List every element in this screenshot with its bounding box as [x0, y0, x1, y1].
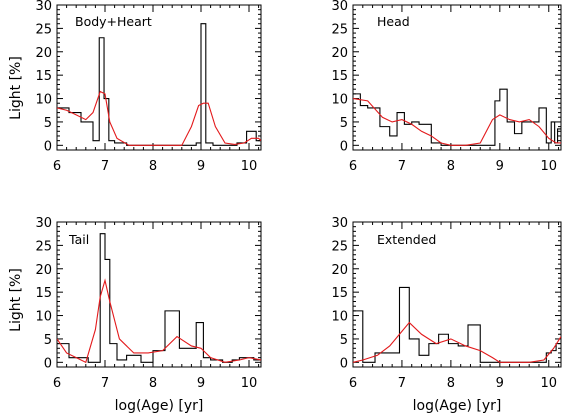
x-tick-label: 9 [496, 159, 504, 174]
y-tick-label: 0 [44, 356, 52, 371]
model-line-series [57, 278, 261, 364]
y-tick-label: 0 [44, 139, 52, 154]
y-tick-label: 10 [331, 310, 348, 325]
y-tick-label: 5 [44, 116, 52, 131]
plot-frame [56, 221, 262, 368]
histogram-series [57, 233, 261, 363]
y-tick-label: 30 [331, 216, 348, 231]
y-tick-label: 10 [331, 93, 348, 108]
y-axis-label: Light [%] [8, 56, 24, 120]
y-tick-label: 15 [35, 286, 52, 301]
y-tick-label: 20 [331, 263, 348, 278]
plot-frame [56, 4, 262, 151]
y-tick-label: 15 [331, 69, 348, 84]
y-tick-label: 15 [331, 286, 348, 301]
plot-frame [352, 221, 562, 368]
panel-body-heart: Body+Heart Light [%] 0 5 10 15 20 25 30 6 7 8 9 10 [8, 0, 262, 174]
x-tick-label: 9 [197, 159, 205, 174]
y-tick-label: 5 [340, 333, 348, 348]
panel-tail: Tail Light [%] log(Age) [yr] 0 5 10 15 20 25 3… [8, 216, 262, 414]
y-tick-label: 25 [35, 239, 52, 254]
y-tick-label: 25 [331, 239, 348, 254]
panel-title: Body+Heart [75, 14, 152, 29]
x-tick-label: 6 [53, 159, 61, 174]
histogram-series [57, 23, 261, 146]
x-tick-label: 10 [540, 376, 557, 391]
y-axis-label: Light [%] [8, 268, 24, 332]
y-tick-label: 25 [35, 22, 52, 37]
x-axis-label: log(Age) [yr] [115, 398, 204, 414]
y-tick-label: 15 [35, 69, 52, 84]
x-tick-label: 7 [398, 159, 406, 174]
y-tick-label: 20 [35, 263, 52, 278]
x-tick-label: 7 [101, 159, 109, 174]
model-line-series [57, 90, 261, 146]
panel-title: Head [377, 14, 410, 29]
y-tick-label: 30 [35, 216, 52, 231]
panel-head: Head 0 5 10 15 20 25 30 6 7 8 9 10 [331, 0, 562, 174]
y-tick-label: 5 [340, 116, 348, 131]
x-tick-label: 10 [241, 376, 258, 391]
x-tick-label: 9 [496, 376, 504, 391]
x-tick-label: 8 [447, 159, 455, 174]
model-line-series [353, 321, 561, 363]
y-tick-label: 5 [44, 333, 52, 348]
panel-title: Tail [68, 232, 89, 247]
x-tick-label: 7 [398, 376, 406, 391]
x-tick-label: 9 [197, 376, 205, 391]
y-tick-label: 30 [331, 0, 348, 14]
x-tick-label: 8 [447, 376, 455, 391]
x-tick-label: 6 [53, 376, 61, 391]
panel-extended: Extended log(Age) [yr] 0 5 10 15 20 25 30 6 7 8 9 1… [331, 216, 562, 414]
plot-frame [352, 4, 562, 151]
x-tick-label: 7 [101, 376, 109, 391]
x-tick-label: 6 [349, 159, 357, 174]
y-tick-label: 30 [35, 0, 52, 14]
y-tick-label: 20 [331, 46, 348, 61]
x-axis-label: log(Age) [yr] [413, 398, 502, 414]
y-tick-label: 10 [35, 310, 52, 325]
x-tick-label: 6 [349, 376, 357, 391]
x-tick-label: 8 [149, 159, 157, 174]
x-tick-label: 8 [149, 376, 157, 391]
y-tick-label: 0 [340, 139, 348, 154]
y-tick-label: 20 [35, 46, 52, 61]
y-tick-label: 10 [35, 93, 52, 108]
y-tick-label: 25 [331, 22, 348, 37]
panel-title: Extended [377, 232, 436, 247]
histogram-series [353, 286, 561, 363]
model-line-series [353, 98, 561, 146]
x-tick-label: 10 [241, 159, 258, 174]
histogram-series [353, 88, 561, 146]
y-tick-label: 0 [340, 356, 348, 371]
x-tick-label: 10 [540, 159, 557, 174]
